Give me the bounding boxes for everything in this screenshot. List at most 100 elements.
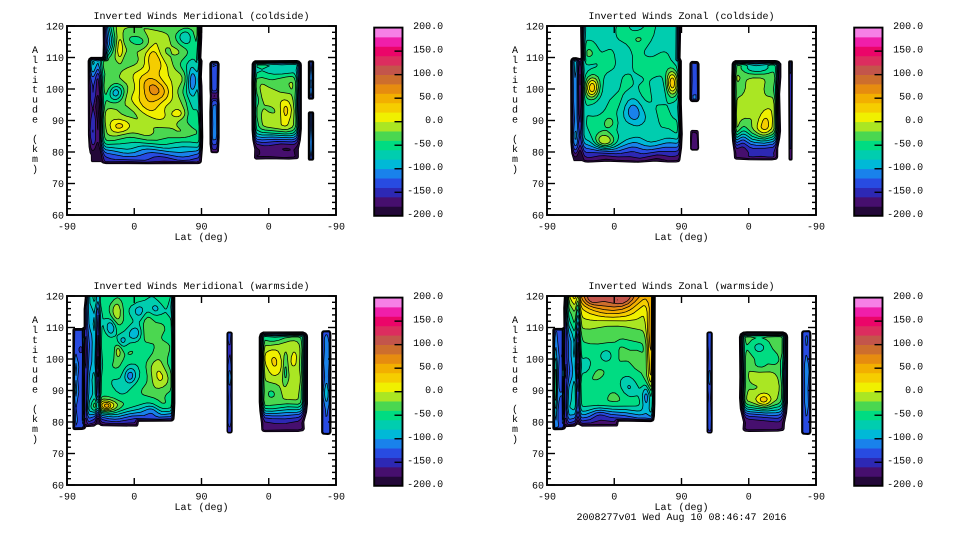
- svg-text:-90: -90: [538, 223, 556, 234]
- svg-text:Inverted Winds Meridional (col: Inverted Winds Meridional (coldside): [93, 11, 309, 23]
- svg-text:Inverted Winds Meridional (war: Inverted Winds Meridional (warmside): [93, 281, 309, 293]
- svg-text:-150.0: -150.0: [887, 187, 923, 198]
- svg-text:0: 0: [266, 223, 272, 234]
- svg-text:A: A: [512, 46, 518, 57]
- svg-text:-90: -90: [807, 493, 825, 504]
- svg-text:Lat (deg): Lat (deg): [654, 502, 708, 514]
- svg-text:-50.0: -50.0: [893, 409, 923, 420]
- svg-text:-200.0: -200.0: [407, 210, 443, 221]
- svg-text:50.0: 50.0: [419, 362, 443, 373]
- svg-text:i: i: [512, 345, 518, 357]
- svg-text:200.0: 200.0: [893, 22, 923, 33]
- svg-text:): ): [512, 434, 518, 446]
- svg-text:i: i: [512, 75, 518, 87]
- svg-text:A: A: [32, 316, 38, 327]
- svg-text:m: m: [512, 155, 518, 166]
- svg-text:m: m: [32, 155, 38, 166]
- svg-text:d: d: [32, 105, 38, 117]
- svg-text:-50.0: -50.0: [893, 139, 923, 150]
- svg-text:k: k: [512, 414, 518, 426]
- svg-text:0: 0: [746, 223, 752, 234]
- svg-text:70: 70: [532, 180, 544, 191]
- svg-text:Lat (deg): Lat (deg): [174, 502, 228, 514]
- svg-text:-100.0: -100.0: [407, 163, 443, 174]
- svg-text:-150.0: -150.0: [887, 457, 923, 468]
- svg-text:Lat (deg): Lat (deg): [174, 232, 228, 244]
- svg-text:90: 90: [195, 493, 207, 504]
- svg-text:-50.0: -50.0: [413, 139, 443, 150]
- svg-text:l: l: [32, 325, 38, 337]
- svg-text:-90: -90: [327, 223, 345, 234]
- svg-text:(: (: [32, 404, 38, 416]
- svg-text:t: t: [32, 356, 38, 367]
- svg-text:t: t: [512, 66, 518, 77]
- svg-text:120: 120: [526, 23, 544, 34]
- svg-text:e: e: [512, 385, 518, 396]
- svg-text:l: l: [32, 55, 38, 67]
- svg-text:90: 90: [52, 117, 64, 128]
- svg-text:-150.0: -150.0: [407, 457, 443, 468]
- svg-text:-200.0: -200.0: [887, 480, 923, 491]
- svg-text:t: t: [32, 66, 38, 77]
- svg-text:-90: -90: [538, 493, 556, 504]
- svg-text:-100.0: -100.0: [887, 433, 923, 444]
- svg-text:90: 90: [675, 223, 687, 234]
- svg-text:0.0: 0.0: [905, 116, 923, 127]
- svg-text:110: 110: [526, 324, 544, 335]
- svg-text:t: t: [32, 336, 38, 347]
- svg-text:200.0: 200.0: [893, 292, 923, 303]
- svg-text:60: 60: [52, 212, 64, 223]
- svg-text:d: d: [32, 375, 38, 387]
- svg-text:120: 120: [46, 293, 64, 304]
- svg-text:-150.0: -150.0: [407, 187, 443, 198]
- svg-text:70: 70: [532, 450, 544, 461]
- svg-text:): ): [512, 164, 518, 176]
- svg-text:70: 70: [52, 180, 64, 191]
- svg-text:0: 0: [131, 493, 137, 504]
- svg-text:0.0: 0.0: [425, 386, 443, 397]
- svg-text:-100.0: -100.0: [887, 163, 923, 174]
- svg-text:u: u: [32, 366, 38, 377]
- svg-text:50.0: 50.0: [419, 92, 443, 103]
- svg-text:80: 80: [52, 149, 64, 160]
- svg-text:0: 0: [746, 493, 752, 504]
- svg-text:m: m: [512, 425, 518, 436]
- svg-text:100.0: 100.0: [893, 69, 923, 80]
- svg-text:-90: -90: [807, 223, 825, 234]
- svg-text:t: t: [512, 86, 518, 97]
- svg-text:100: 100: [46, 356, 64, 367]
- svg-text:-100.0: -100.0: [407, 433, 443, 444]
- svg-text:110: 110: [46, 324, 64, 335]
- svg-text:0: 0: [611, 223, 617, 234]
- svg-text:(: (: [512, 404, 518, 416]
- svg-text:e: e: [32, 115, 38, 126]
- svg-text:): ): [32, 434, 38, 446]
- svg-text:d: d: [512, 105, 518, 117]
- svg-text:60: 60: [52, 482, 64, 493]
- svg-text:-200.0: -200.0: [887, 210, 923, 221]
- svg-text:m: m: [32, 425, 38, 436]
- svg-text:0.0: 0.0: [425, 116, 443, 127]
- svg-text:100: 100: [526, 86, 544, 97]
- svg-text:-50.0: -50.0: [413, 409, 443, 420]
- svg-text:90: 90: [52, 387, 64, 398]
- svg-text:90: 90: [532, 387, 544, 398]
- svg-text:i: i: [32, 345, 38, 357]
- svg-text:t: t: [512, 356, 518, 367]
- svg-text:150.0: 150.0: [893, 45, 923, 56]
- svg-text:e: e: [32, 385, 38, 396]
- svg-text:-90: -90: [58, 223, 76, 234]
- svg-text:k: k: [512, 144, 518, 156]
- svg-text:80: 80: [532, 419, 544, 430]
- svg-text:80: 80: [532, 149, 544, 160]
- svg-text:100.0: 100.0: [413, 69, 443, 80]
- svg-text:60: 60: [532, 482, 544, 493]
- svg-text:u: u: [512, 366, 518, 377]
- svg-text:0: 0: [611, 493, 617, 504]
- svg-text:50.0: 50.0: [899, 362, 923, 373]
- svg-text:60: 60: [532, 212, 544, 223]
- svg-text:2008277v01 Wed Aug 10 08:46:47: 2008277v01 Wed Aug 10 08:46:47 2016: [576, 512, 786, 524]
- svg-text:200.0: 200.0: [413, 22, 443, 33]
- svg-text:0: 0: [131, 223, 137, 234]
- svg-text:A: A: [512, 316, 518, 327]
